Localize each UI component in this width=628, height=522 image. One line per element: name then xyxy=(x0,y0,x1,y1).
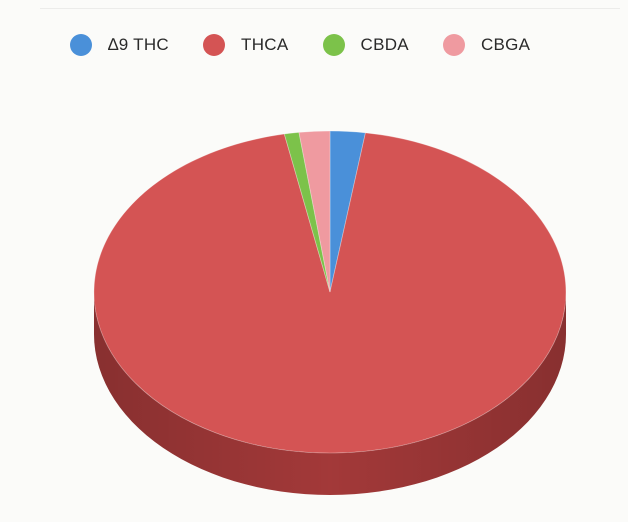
pie-slice-cbda xyxy=(283,131,331,293)
legend-swatch-thca xyxy=(203,34,226,56)
legend-label-cbda: CBDA xyxy=(360,35,409,54)
pie-side-shading xyxy=(94,292,566,495)
top-divider xyxy=(40,8,620,9)
legend-item-thca: THCA xyxy=(203,34,288,56)
legend-item-cbda: CBDA xyxy=(322,34,409,56)
pie-slice-thca xyxy=(93,132,567,454)
legend-item-cbga: CBGA xyxy=(442,34,531,56)
pie-slice-9-thc xyxy=(329,130,366,293)
legend-swatch-cbda xyxy=(322,34,345,56)
legend-swatch-d9-thc xyxy=(70,34,92,56)
legend-label-thca: THCA xyxy=(241,35,289,54)
legend-item-d9-thc: ∆9 THC xyxy=(70,34,169,56)
legend-swatch-cbga xyxy=(442,34,465,56)
pie-slice-cbga xyxy=(298,130,331,293)
legend-label-cbga: CBGA xyxy=(480,35,531,54)
chart-legend: ∆9 THC THCA CBDA CBGA xyxy=(70,34,564,56)
legend-label-d9-thc: ∆9 THC xyxy=(108,35,170,54)
